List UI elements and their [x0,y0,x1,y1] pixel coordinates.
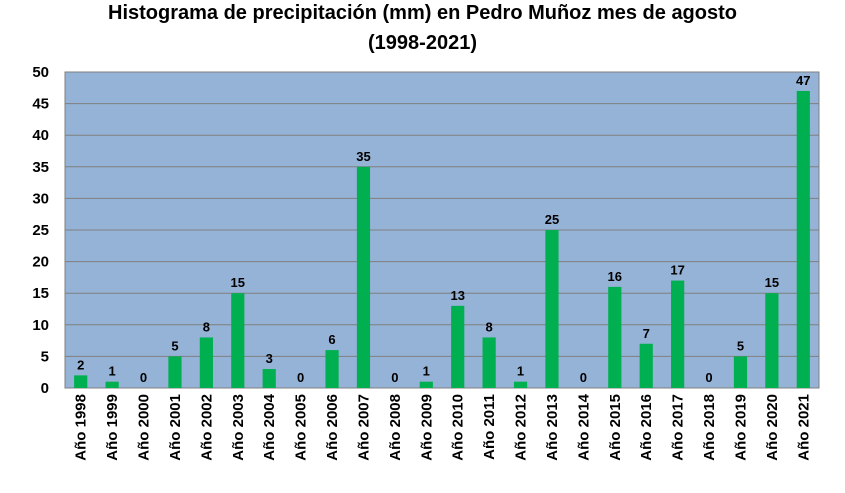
y-tick-label: 35 [32,159,49,176]
data-label: 6 [328,332,335,347]
bar [74,375,88,388]
data-label: 35 [356,149,370,164]
data-label: 0 [580,370,587,385]
x-category-label: Año 2016 [638,394,655,461]
bar [356,166,371,388]
x-category-label: Año 2015 [607,394,624,461]
bar [168,356,182,388]
bar [765,293,779,388]
bar [796,90,810,389]
data-label: 1 [423,364,430,379]
data-label: 25 [545,212,559,227]
x-category-label: Año 2003 [230,394,247,461]
data-label: 0 [140,370,147,385]
y-tick-label: 30 [32,190,49,207]
bar [513,381,528,388]
data-label: 13 [450,288,464,303]
data-label: 2 [77,357,84,372]
bar [199,337,213,388]
x-category-label: Año 2019 [732,394,749,461]
data-label: 1 [517,364,524,379]
x-category-label: Año 2010 [450,394,467,461]
x-category-label: Año 2014 [575,393,592,460]
bar [608,286,622,388]
data-label: 5 [737,338,744,353]
y-tick-label: 10 [32,317,49,334]
x-category-label: Año 2012 [513,394,530,461]
x-category-label: Año 2020 [764,394,781,461]
y-tick-label: 5 [41,348,49,365]
x-category-label: Año 2001 [167,394,184,461]
data-label: 7 [643,326,650,341]
data-label: 17 [670,263,684,278]
x-axis-categories: Año 1998 Año 1999 Año 2000 Año 2001 Año 2002… [73,393,813,460]
x-category-label: Año 2013 [544,394,561,461]
bar [733,356,748,388]
bar [451,305,465,388]
bars [74,90,810,389]
bar [419,381,433,388]
data-label: 3 [266,351,273,366]
y-tick-label: 50 [32,64,49,81]
y-tick-label: 40 [32,127,49,144]
data-label: 5 [171,338,178,353]
y-tick-label: 45 [32,96,49,113]
x-category-label: Año 2017 [670,394,687,461]
y-tick-label: 15 [32,285,49,302]
bar [639,343,653,388]
data-label: 0 [297,370,304,385]
x-category-label: Año 2009 [418,394,435,461]
data-label: 0 [391,370,398,385]
data-label: 15 [765,275,779,290]
bar [671,280,685,388]
x-category-label: Año 1998 [73,394,90,461]
chart-title-line-2: (1998-2021) [368,32,477,54]
x-category-label: Año 2006 [324,394,341,461]
x-category-label: Año 2004 [261,393,278,460]
x-category-label: Año 2000 [136,394,153,461]
x-category-label: Año 2002 [198,394,215,461]
y-tick-label: 20 [32,254,49,271]
data-label: 15 [231,275,245,290]
data-label: 47 [796,73,810,88]
x-category-label: Año 2005 [293,394,310,461]
y-axis-ticks: 0 5 10 15 20 25 30 35 40 45 50 [32,64,49,397]
data-label: 1 [109,364,116,379]
data-label: 16 [608,269,622,284]
x-category-label: Año 1999 [104,394,121,461]
bar [262,369,276,388]
x-category-label: Año 2021 [795,394,812,461]
bar [105,381,119,388]
data-label: 8 [486,319,493,334]
chart-title-line-1: Histograma de precipitación (mm) en Pedr… [108,2,737,24]
bar [231,293,245,388]
data-label: 0 [705,370,712,385]
gridlines [65,71,819,389]
y-tick-label: 25 [32,222,49,239]
data-label: 8 [203,319,210,334]
x-category-label: Año 2011 [481,394,498,460]
x-category-label: Año 2007 [355,394,372,461]
x-category-label: Año 2018 [701,394,718,461]
bar [325,350,339,388]
x-category-label: Año 2008 [387,394,404,461]
data-labels: 2 1 0 5 8 15 3 0 6 35 0 1 13 8 1 25 0 16 7 17 0 5 15 47 [77,73,810,385]
bar [482,337,496,388]
y-tick-label: 0 [41,380,49,397]
bar [545,230,559,388]
